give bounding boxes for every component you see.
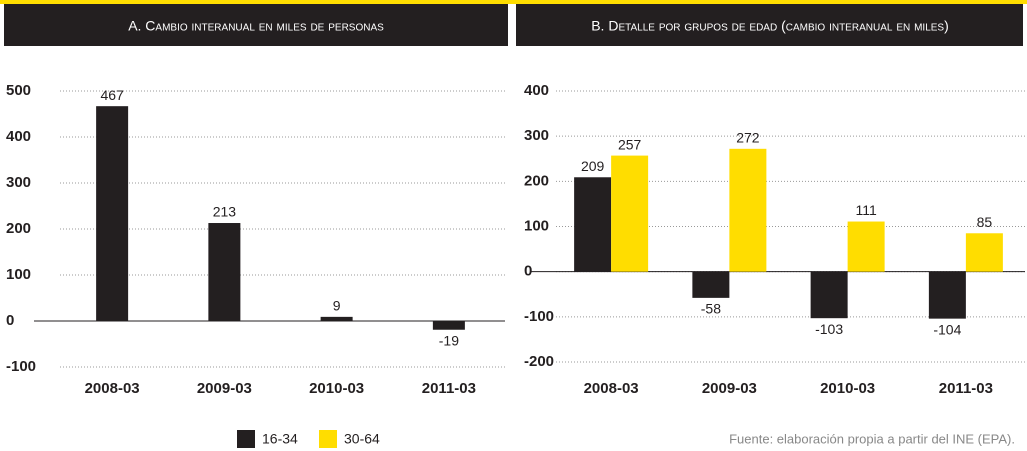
bar: [810, 271, 848, 319]
top-stripe: [0, 0, 1027, 4]
legend-label: 30-64: [344, 431, 380, 447]
x-tick-label: 2009-03: [197, 380, 252, 397]
bar: [432, 321, 465, 330]
bar: [96, 106, 129, 322]
x-tick-label: 2009-03: [702, 380, 757, 397]
bar: [208, 223, 241, 321]
legend-swatch: [237, 430, 255, 448]
data-label: -19: [439, 332, 459, 348]
header-box: [516, 4, 1023, 46]
x-tick-label: 2010-03: [309, 380, 364, 397]
bar: [574, 177, 612, 272]
y-tick-label: 100: [6, 266, 31, 283]
legend-label: 16-34: [262, 431, 298, 447]
bar: [965, 233, 1003, 272]
data-label: 9: [333, 298, 341, 314]
chart-title: A. Cambio interanual en miles de persona…: [128, 18, 384, 34]
data-label: -104: [933, 321, 961, 337]
bar: [692, 271, 730, 298]
y-tick-label: -100: [6, 358, 36, 375]
data-label: -58: [701, 301, 721, 317]
y-tick-label: -100: [524, 308, 554, 325]
y-tick-label: 300: [6, 174, 31, 191]
y-tick-label: 0: [6, 312, 14, 329]
bar: [729, 148, 767, 272]
header-box: [4, 4, 508, 46]
x-tick-label: 2010-03: [820, 380, 875, 397]
bar: [320, 316, 353, 321]
bar: [928, 271, 966, 319]
data-label: 111: [855, 202, 876, 218]
legend-swatch: [319, 430, 337, 448]
bar: [611, 155, 649, 272]
data-label: -103: [815, 321, 843, 337]
y-tick-label: 400: [524, 82, 549, 99]
x-tick-label: 2008-03: [584, 380, 639, 397]
chart-title: B. Detalle por grupos de edad (cambio in…: [591, 18, 949, 34]
bar: [847, 221, 885, 272]
y-tick-label: -200: [524, 353, 554, 370]
data-label: 272: [736, 130, 760, 146]
data-label: 209: [581, 158, 605, 174]
data-label: 85: [977, 214, 993, 230]
x-tick-label: 2011-03: [939, 380, 993, 397]
y-tick-label: 100: [524, 217, 549, 234]
y-tick-label: 200: [524, 172, 549, 189]
y-tick-label: 0: [524, 263, 532, 280]
data-label: 213: [213, 204, 237, 220]
y-tick-label: 200: [6, 220, 31, 237]
y-tick-label: 500: [6, 82, 31, 99]
y-tick-label: 300: [524, 127, 549, 144]
source-note: Fuente: elaboración propia a partir del …: [729, 431, 1015, 446]
y-tick-label: 400: [6, 128, 31, 145]
data-label: 257: [618, 136, 642, 152]
data-label: 467: [100, 87, 124, 103]
x-tick-label: 2008-03: [85, 380, 140, 397]
x-tick-label: 2011-03: [422, 380, 476, 397]
